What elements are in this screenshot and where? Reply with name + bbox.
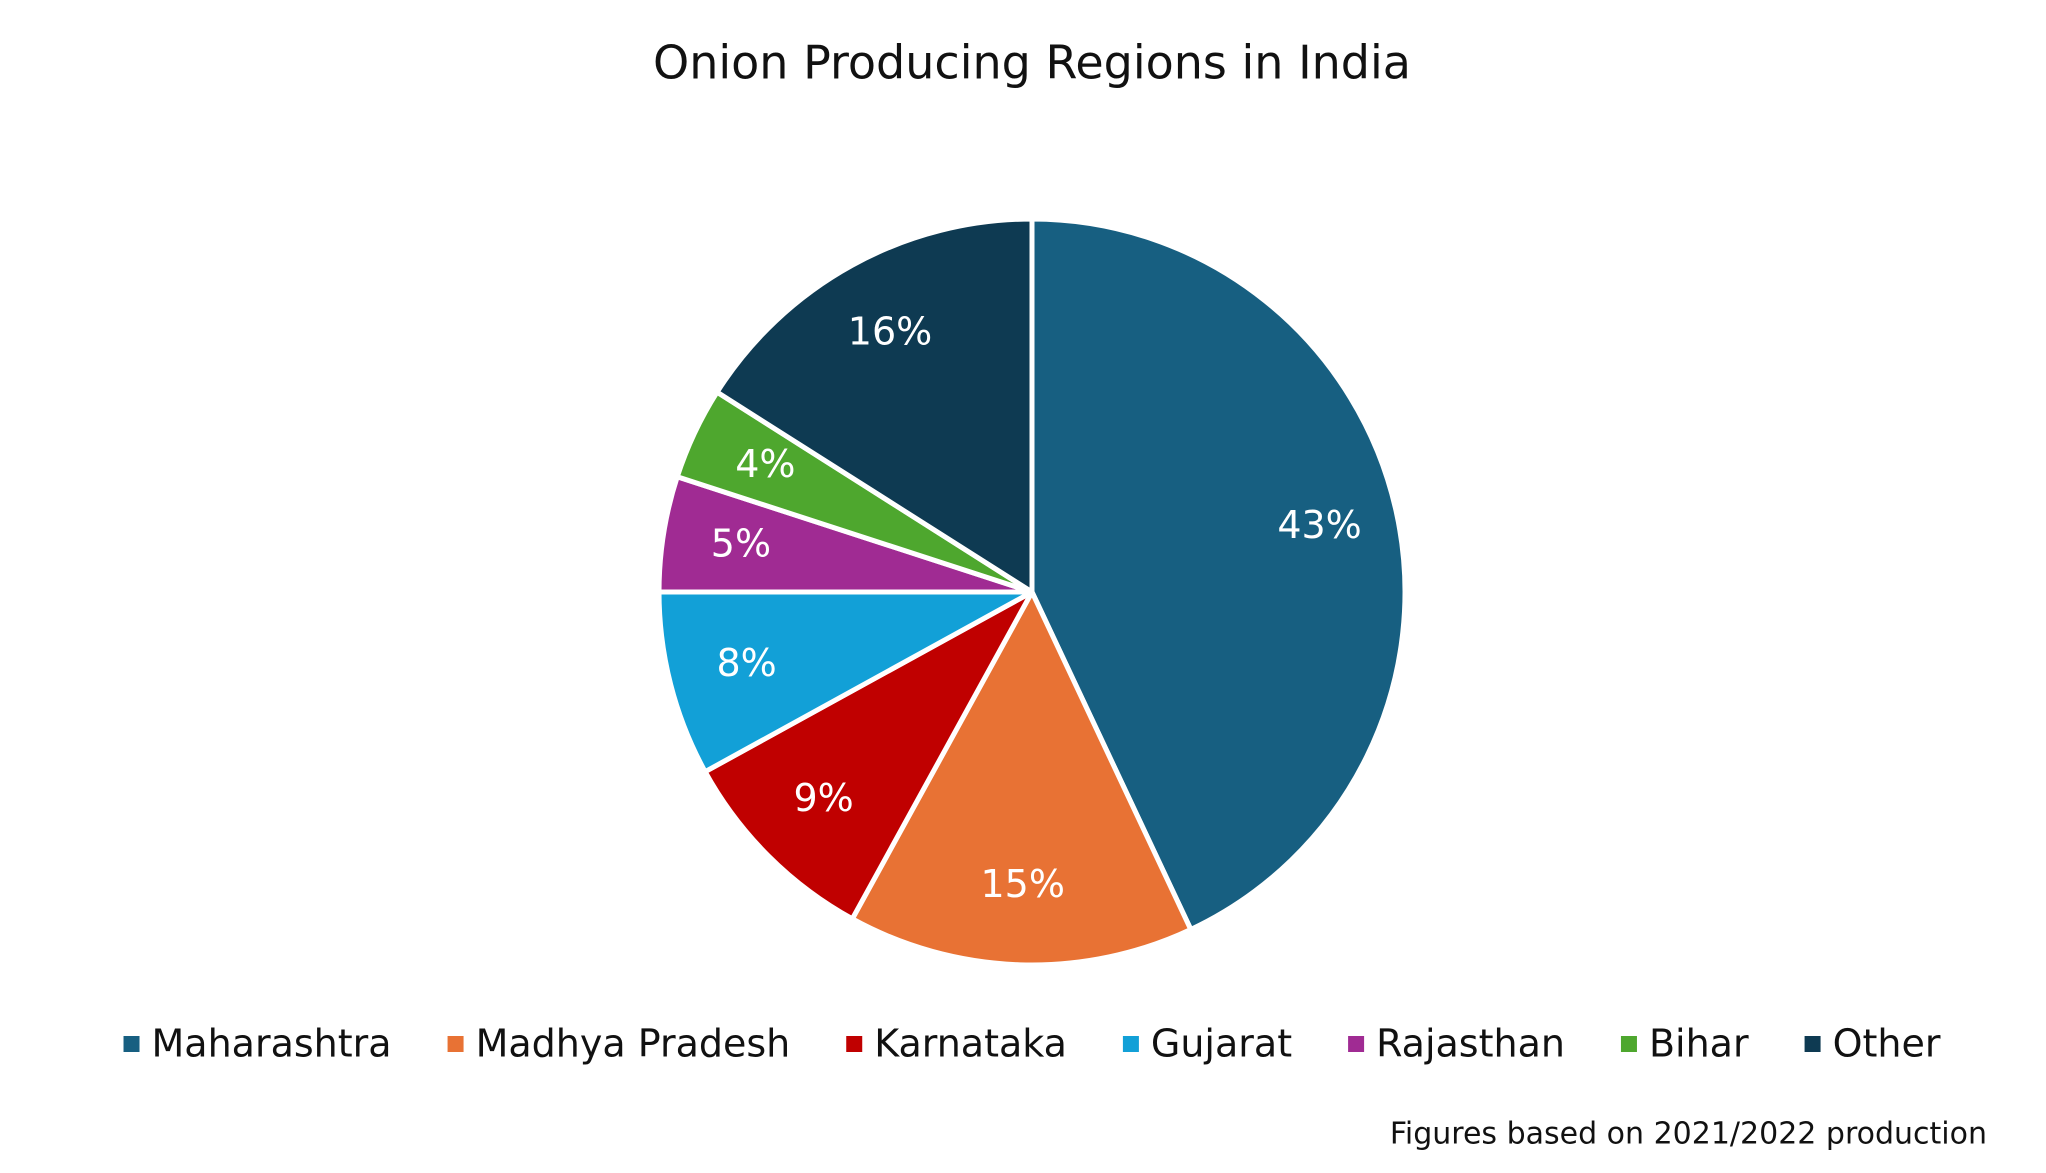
value-label: 9% [793, 776, 853, 820]
footnote: Figures based on 2021/2022 production [1390, 1117, 1987, 1152]
pie-slice [849, 589, 1194, 968]
legend: Maharashtra Madhya Pradesh Karnataka Gujara… [123, 1022, 1941, 1066]
legend-label: Karnataka [874, 1022, 1067, 1066]
pie-slice [702, 589, 1035, 922]
value-label: 16% [848, 309, 932, 353]
legend-label: Gujarat [1151, 1022, 1292, 1066]
legend-marker [123, 1036, 140, 1052]
pie-slice [714, 216, 1035, 595]
value-label: 15% [981, 862, 1065, 906]
legend-marker [846, 1036, 863, 1052]
legend-marker [1804, 1036, 1821, 1052]
legend-label: Rajasthan [1376, 1022, 1565, 1066]
legend-label: Madhya Pradesh [476, 1022, 791, 1066]
pie-slice [1029, 216, 1408, 932]
legend-marker [1122, 1036, 1139, 1052]
legend-label: Maharashtra [152, 1022, 392, 1066]
chart-title: Onion Producing Regions in India [653, 36, 1411, 90]
value-label: 8% [716, 641, 776, 685]
value-label: 4% [735, 442, 795, 486]
value-label: 5% [711, 521, 771, 565]
pie-slice [656, 589, 1035, 775]
legend-label: Bihar [1649, 1022, 1749, 1066]
legend-marker [1620, 1036, 1637, 1052]
legend-marker [447, 1036, 464, 1052]
legend-label: Other [1833, 1022, 1941, 1066]
value-label: 43% [1277, 503, 1361, 547]
legend-marker [1348, 1036, 1365, 1052]
